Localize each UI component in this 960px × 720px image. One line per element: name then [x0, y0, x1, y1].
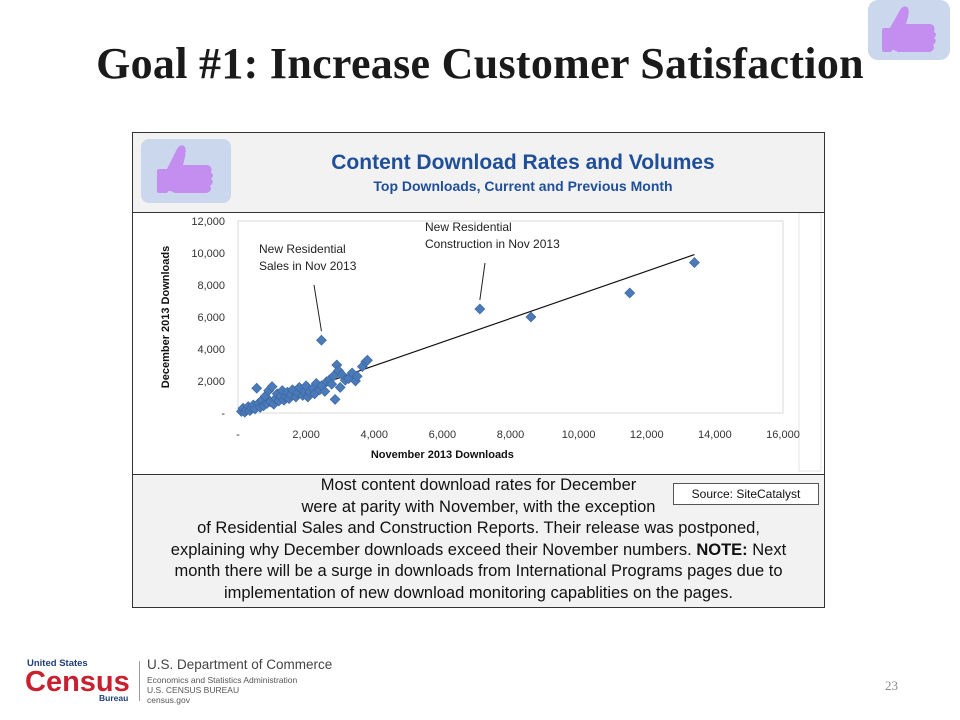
- chart-panel: Content Download Rates and Volumes Top D…: [132, 132, 825, 608]
- note-area: Most content download rates for December…: [133, 475, 824, 607]
- annotation-leader: [479, 262, 486, 301]
- slide-title: Goal #1: Increase Customer Satisfaction: [96, 39, 864, 88]
- logo-line3: Bureau: [99, 693, 128, 703]
- scatter-chart: - 2,000 4,000 6,000 8,000 10,000 12,000 - 2,000 4…: [160, 212, 822, 472]
- y-tick-label: 10,000: [191, 248, 225, 260]
- note-line: were at parity with November, with the e…: [301, 497, 656, 516]
- data-point: [689, 257, 700, 269]
- note-label: NOTE:: [696, 540, 748, 559]
- data-point: [329, 393, 341, 405]
- x-tick-label: 2,000: [292, 429, 320, 441]
- note-suffix: Next: [747, 540, 787, 559]
- x-tick-label: 10,000: [562, 429, 596, 441]
- data-point: [316, 334, 327, 346]
- annotation-residential-construction: New Residential Construction in Nov 2013: [425, 220, 560, 251]
- data-point: [474, 303, 486, 315]
- x-tick-label: 14,000: [698, 429, 732, 441]
- data-point: [319, 385, 331, 397]
- note-text: Most content download rates for December…: [133, 475, 824, 604]
- x-tick-label: 4,000: [360, 429, 388, 441]
- page-number: 23: [885, 678, 898, 693]
- x-tick-label: 16,000: [766, 429, 800, 441]
- department-sub: Economics and Statistics Administration: [147, 675, 298, 685]
- data-point: [362, 354, 373, 366]
- y-tick-label: -: [221, 408, 225, 420]
- annotation-leader: [313, 284, 322, 332]
- logo-divider: [139, 661, 140, 701]
- y-tick-label: 8,000: [197, 280, 225, 292]
- thumbs-up-icon: [868, 0, 950, 60]
- logo-word: Census: [25, 666, 130, 698]
- plot-frame: [237, 220, 784, 414]
- note-line: of Residential Sales and Construction Re…: [197, 519, 760, 537]
- y-tick-label: 4,000: [197, 344, 225, 356]
- census-logo: United States Census Bureau: [25, 657, 137, 703]
- note-line: explaining why December downloads exceed…: [133, 540, 824, 562]
- x-axis-label: November 2013 Downloads: [371, 449, 514, 461]
- annotation-residential-sales: New Residential Sales in Nov 2013: [259, 242, 357, 273]
- x-tick-label: -: [236, 429, 240, 441]
- y-tick-label: 12,000: [191, 216, 225, 228]
- logo-line1: United States: [27, 658, 88, 669]
- data-point: [326, 378, 338, 390]
- x-tick-label: 8,000: [497, 429, 525, 441]
- y-tick-label: 2,000: [197, 376, 225, 388]
- chart-header: Content Download Rates and Volumes Top D…: [133, 133, 824, 213]
- department-sub: U.S. CENSUS BUREAU: [147, 685, 240, 695]
- source-label: Source: SiteCatalyst: [673, 483, 819, 505]
- data-point: [624, 287, 636, 299]
- y-axis-label: December 2013 Downloads: [160, 246, 172, 388]
- x-tick-label: 6,000: [429, 429, 457, 441]
- note-line: month there will be a surge in downloads…: [174, 562, 783, 580]
- data-point: [266, 381, 278, 393]
- note-line: Most content download rates for December: [320, 476, 637, 494]
- footer: [0, 652, 960, 720]
- x-tick-label: 12,000: [630, 429, 664, 441]
- data-point: [334, 381, 346, 393]
- data-point: [525, 311, 537, 323]
- note-line: implementation of new download monitorin…: [223, 583, 734, 602]
- data-point: [251, 382, 263, 394]
- department-sub: census.gov: [147, 695, 190, 705]
- plot-area: - 2,000 4,000 6,000 8,000 10,000 12,000 - 2,000 4…: [133, 212, 824, 475]
- chart-subtitle: Top Downloads, Current and Previous Mont…: [373, 178, 673, 194]
- department-name: U.S. Department of Commerce: [147, 657, 333, 672]
- note-line-text: explaining why December downloads exceed…: [170, 540, 692, 559]
- chart-title: Content Download Rates and Volumes: [331, 151, 715, 174]
- thumbs-up-icon: [141, 139, 231, 203]
- y-tick-label: 6,000: [197, 312, 225, 324]
- data-point: [351, 370, 363, 382]
- plot-edge: [798, 212, 822, 472]
